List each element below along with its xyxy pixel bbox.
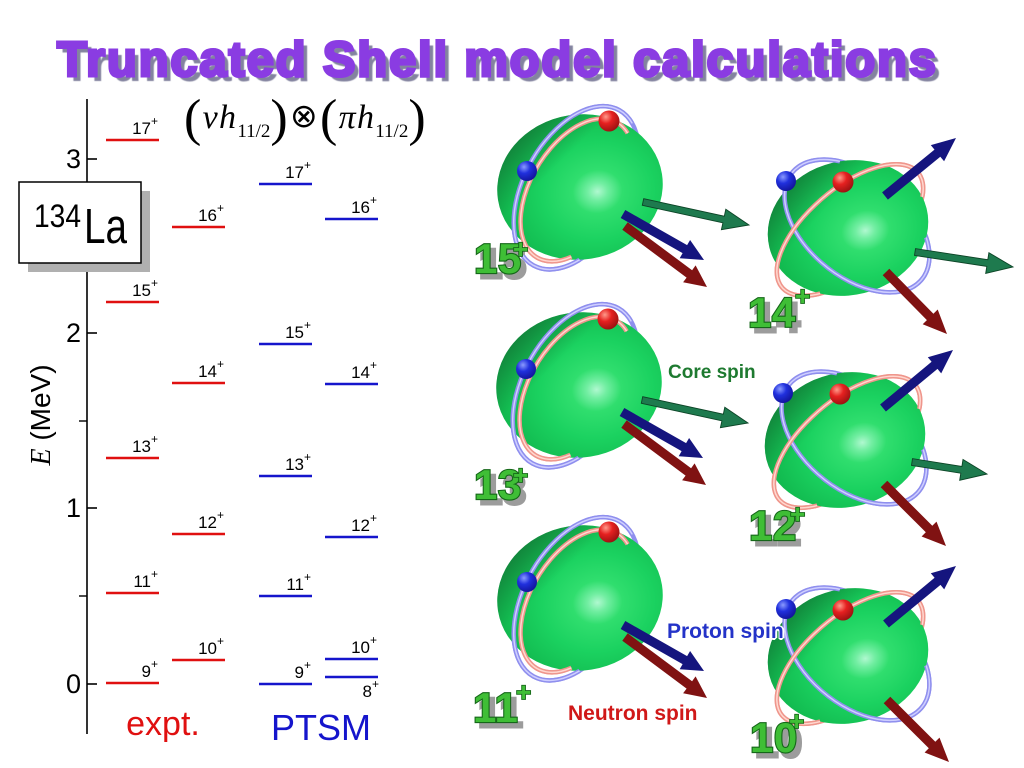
svg-text:+: + [217,508,224,522]
svg-text:11: 11 [133,572,151,591]
svg-text:13: 13 [474,461,522,508]
svg-text:15: 15 [132,281,151,300]
svg-text:+: + [151,276,158,290]
svg-text:+: + [304,318,311,332]
svg-text:+: + [372,677,379,691]
svg-text:+: + [370,633,377,647]
svg-text:3: 3 [66,144,81,174]
svg-text:14: 14 [198,362,217,381]
svg-text:+: + [513,460,529,490]
svg-text:14: 14 [351,363,370,382]
svg-text:9: 9 [295,663,304,682]
svg-text:La: La [84,200,128,254]
svg-text:0: 0 [66,669,81,699]
svg-text:10: 10 [351,638,370,657]
svg-text:+: + [151,114,158,128]
svg-text:+: + [304,658,311,672]
svg-text:9: 9 [142,662,151,681]
svg-text:12: 12 [749,502,797,549]
svg-text:+: + [516,677,532,707]
svg-text:12: 12 [754,507,802,554]
svg-text:15: 15 [474,235,522,282]
svg-text:13: 13 [479,466,527,513]
svg-text:+: + [217,634,224,648]
svg-text:+: + [304,450,311,464]
svg-text:10: 10 [755,719,803,766]
svg-text:11: 11 [286,575,304,594]
svg-text:+: + [304,570,311,584]
svg-text:14: 14 [748,289,796,336]
svg-text:15: 15 [285,323,304,342]
svg-text:+: + [217,357,224,371]
svg-text:expt.: expt. [126,705,200,743]
svg-text:+: + [795,281,811,311]
svg-text:12: 12 [198,513,217,532]
svg-text:15: 15 [479,240,527,287]
svg-text:+: + [370,511,377,525]
svg-text:16: 16 [198,206,217,225]
svg-text:+: + [370,193,377,207]
svg-text:14: 14 [753,294,801,341]
svg-text:2: 2 [66,318,81,348]
svg-text:+: + [513,234,529,264]
svg-text:+: + [789,706,805,736]
svg-text:+: + [304,158,311,172]
svg-text:8: 8 [363,682,372,701]
svg-text:11: 11 [478,689,523,736]
svg-text:+: + [790,499,806,529]
svg-text:+: + [151,432,158,446]
svg-text:13: 13 [285,455,304,474]
svg-text:10: 10 [750,714,798,761]
svg-text:11: 11 [473,684,518,731]
svg-text:17: 17 [285,163,304,182]
svg-text:17: 17 [132,119,151,138]
svg-text:13: 13 [132,437,151,456]
svg-text:+: + [151,567,158,581]
svg-text:PTSM: PTSM [271,707,371,748]
svg-text:E (MeV): E (MeV) [25,364,57,466]
svg-text:1: 1 [66,493,81,523]
svg-text:+: + [370,358,377,372]
svg-text:+: + [151,657,158,671]
svg-text:16: 16 [351,198,370,217]
svg-text:134: 134 [34,198,81,234]
svg-text:10: 10 [198,639,217,658]
svg-text:12: 12 [351,516,370,535]
svg-text:+: + [217,201,224,215]
